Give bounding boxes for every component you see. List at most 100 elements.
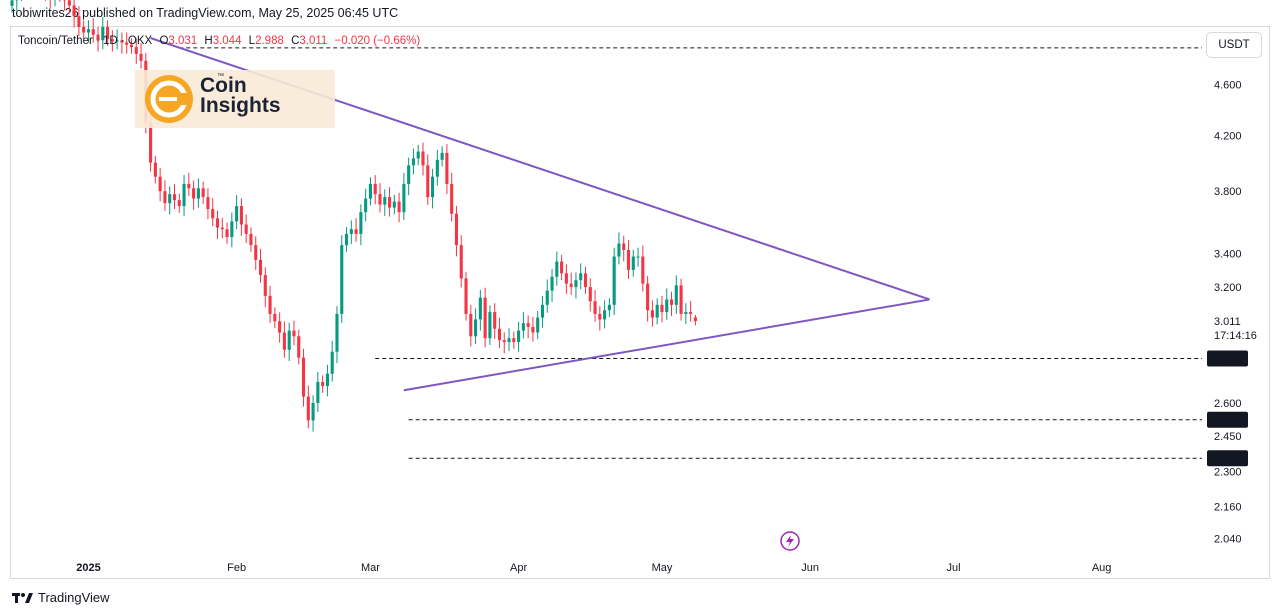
candle-body <box>679 285 683 314</box>
candle-body <box>77 16 81 27</box>
candle-body <box>579 273 583 281</box>
candle-body <box>230 221 234 238</box>
candle-body <box>201 188 205 198</box>
tradingview-brand: TradingView <box>38 590 110 605</box>
symbol-name[interactable]: Toncoin/Tether · 1D · OKX <box>18 35 153 47</box>
x-tick-label: 2025 <box>76 562 100 574</box>
watermark-line2: Insights <box>200 94 281 117</box>
candle-body <box>263 275 267 296</box>
watermark: Coin Insights ™ <box>135 70 335 128</box>
candle-body <box>297 336 301 358</box>
candle-body <box>258 259 263 276</box>
y-tick-label: 2.040 <box>1214 533 1242 545</box>
candle-body <box>163 191 167 204</box>
candle-body <box>474 319 478 337</box>
candle-body <box>101 27 105 41</box>
candle-body <box>196 188 200 199</box>
y-tick-label: 4.600 <box>1214 80 1242 92</box>
candle-body <box>650 310 654 318</box>
candle-body <box>483 297 487 339</box>
candle-body <box>187 183 191 189</box>
candle-body <box>459 245 463 279</box>
bolt-icon <box>780 531 800 551</box>
candle-body <box>215 218 220 228</box>
x-tick-label: Jul <box>946 562 960 574</box>
level-label: 2.355 <box>1214 453 1242 465</box>
last-price-label: 3.011 <box>1214 316 1241 328</box>
candle-body <box>306 396 310 421</box>
candle-body <box>593 301 597 314</box>
symbol-legend: Toncoin/Tether · 1D · OKX O3.031 H3.044 … <box>18 35 420 47</box>
high-label: H <box>204 35 213 47</box>
candle-body <box>392 201 396 208</box>
candle-body <box>411 158 415 166</box>
candle-body <box>603 310 607 320</box>
candle-body <box>646 283 650 311</box>
candle-body <box>478 297 482 320</box>
candle-body <box>488 312 492 339</box>
candle-body <box>321 381 325 387</box>
y-tick-label: 3.400 <box>1214 248 1242 260</box>
low-label: L <box>248 35 256 47</box>
candle-body <box>115 40 119 42</box>
candle-body <box>493 312 497 329</box>
candle-body <box>139 53 143 61</box>
candle-body <box>220 227 224 230</box>
candle-body <box>301 357 306 397</box>
candle-body <box>340 245 344 314</box>
candle-body <box>177 200 181 207</box>
candle-body <box>192 188 196 199</box>
candle-body <box>497 328 502 341</box>
candle-body <box>335 313 339 352</box>
bolt-shape <box>786 535 794 547</box>
candle-body <box>316 381 320 403</box>
x-tick-label: Apr <box>510 562 527 574</box>
x-tick-label: Aug <box>1092 562 1112 574</box>
candle-body <box>268 295 272 314</box>
candle-body <box>292 330 296 337</box>
candle-body <box>378 194 382 205</box>
level-label: 2.816 <box>1214 353 1242 365</box>
axis-layer: 2.040 2.160 2.300 2.450 2.600 3.200 3.400 3.800… <box>76 33 1241 574</box>
candle-body <box>364 198 368 213</box>
candle-body <box>689 312 693 314</box>
candle-body <box>626 249 631 270</box>
candle-body <box>72 5 76 17</box>
candle-body <box>10 0 14 6</box>
trendline-lower <box>403 298 930 392</box>
candle-body <box>287 330 291 350</box>
level-label: 2.523 <box>1214 415 1242 427</box>
candle-body <box>569 283 573 288</box>
candles <box>10 0 697 432</box>
currency-button[interactable]: USDT <box>1206 32 1262 58</box>
candle-body <box>106 27 110 40</box>
level-label-bg <box>1207 411 1248 428</box>
candle-body <box>531 326 535 333</box>
candle-body <box>598 313 602 320</box>
level-label-bg <box>1207 350 1248 367</box>
candle-body <box>407 165 411 184</box>
close-label: C <box>291 35 300 47</box>
candle-body <box>383 197 387 205</box>
candle-body <box>373 183 377 195</box>
bolt-circle <box>780 531 800 551</box>
candle-body <box>206 197 210 210</box>
tradingview-footer[interactable]: TradingView <box>12 590 110 605</box>
candle-body <box>354 229 358 234</box>
candle-body <box>254 245 258 260</box>
candle-body <box>149 122 153 163</box>
candle-body <box>325 373 329 387</box>
candle-body <box>454 213 459 246</box>
y-tick-label: 2.160 <box>1214 501 1242 513</box>
candle-body <box>617 243 621 257</box>
candle-body <box>311 402 315 421</box>
candle-body <box>431 176 435 198</box>
candle-body <box>86 29 91 33</box>
candle-body <box>607 304 611 311</box>
candle-body <box>526 323 530 327</box>
candle-body <box>387 197 392 208</box>
candle-body <box>665 299 669 313</box>
candle-body <box>273 313 277 322</box>
candle-body <box>153 162 157 177</box>
